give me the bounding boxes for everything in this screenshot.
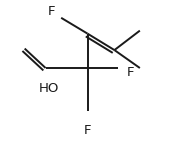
Text: F: F — [84, 124, 91, 137]
Text: F: F — [126, 66, 134, 79]
Text: HO: HO — [38, 82, 59, 95]
Text: F: F — [48, 5, 55, 18]
